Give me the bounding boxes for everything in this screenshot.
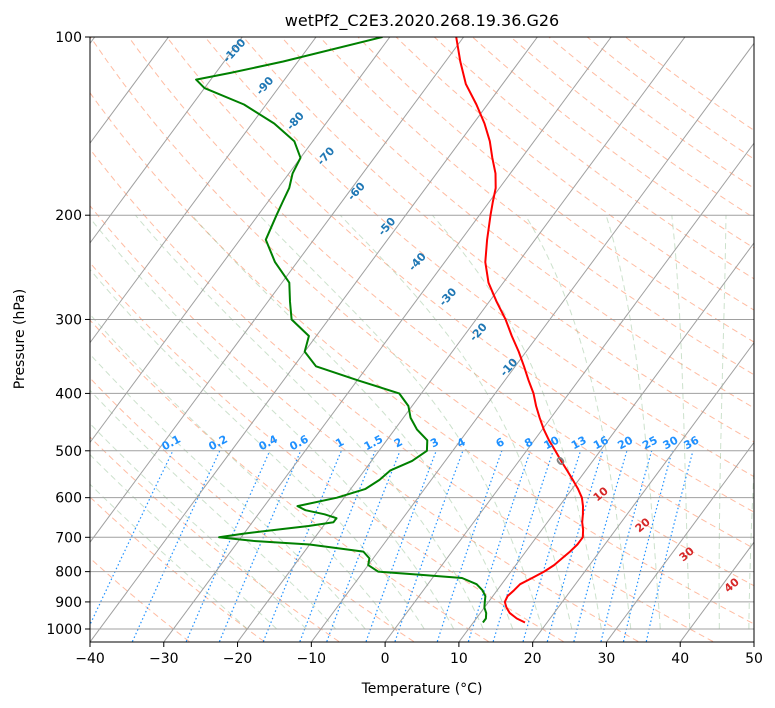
mixing-ratio-line — [546, 450, 604, 642]
isotherm-line — [532, 341, 754, 642]
mixing-ratio-label: 30 — [661, 433, 681, 452]
y-tick-label: 900 — [55, 595, 82, 611]
mixing-ratio-line — [326, 450, 401, 642]
plot-frame — [89, 36, 755, 643]
x-tick-label: −10 — [297, 651, 327, 667]
x-tick-label: 30 — [598, 651, 616, 667]
temperature-line — [455, 37, 585, 624]
mixing-ratio-line — [365, 450, 437, 642]
mixing-ratio-line — [573, 450, 628, 642]
mixing-ratio-label: 16 — [591, 433, 611, 452]
chart-title: wetPf2_C2E3.2020.268.19.36.G26 — [285, 11, 559, 31]
mixing-ratio-line — [436, 450, 503, 642]
dry-adiabat-line — [90, 262, 564, 642]
isotherm-line — [90, 37, 317, 344]
x-tick-label: 0 — [381, 651, 390, 667]
y-tick-label: 100 — [55, 30, 82, 46]
y-tick-label: 200 — [55, 208, 82, 224]
dewpoint-line — [195, 37, 488, 624]
isotherm-line — [90, 37, 243, 244]
isotherm-line — [237, 37, 686, 642]
y-tick-label: 700 — [55, 530, 82, 546]
x-tick-label: −20 — [223, 651, 253, 667]
y-tick-label: 300 — [55, 312, 82, 328]
mixing-ratio-label: 20 — [615, 433, 635, 452]
mixing-ratio-line — [262, 450, 342, 642]
x-axis-title: Temperature (°C) — [361, 681, 483, 697]
x-axis-ticks: −40 −30 −20 −10 0 10 20 30 40 50 — [75, 642, 763, 667]
isotherm-line — [90, 37, 465, 544]
dry-adiabat-line — [90, 148, 714, 642]
mixing-ratio-line — [622, 450, 673, 642]
series-layer — [195, 37, 585, 624]
y-axis-ticks: 100 200 300 400 500 600 700 800 900 1000 — [46, 30, 90, 638]
x-tick-label: −40 — [75, 651, 105, 667]
x-tick-label: 40 — [671, 651, 689, 667]
mixing-ratio-line — [299, 450, 376, 642]
mixing-ratio-line — [600, 450, 653, 642]
moist-adiabat-line — [90, 389, 337, 630]
y-tick-label: 600 — [55, 491, 82, 507]
mixing-ratio-label: 25 — [640, 434, 660, 453]
dry-adiabat-line — [166, 37, 754, 513]
dry-adiabat-line — [319, 37, 754, 376]
mixing-ratio-label: 36 — [682, 433, 702, 452]
isotherm-line — [311, 42, 754, 642]
mixing-ratio-line — [467, 450, 531, 642]
isotherm-line — [163, 37, 612, 642]
dry-adiabat-line — [90, 37, 754, 587]
moist-adiabat-line — [191, 214, 514, 630]
mixing-ratio-line — [218, 450, 302, 642]
mixing-ratio-line — [522, 450, 582, 642]
isotherm-line — [385, 142, 754, 642]
isotherm-line — [606, 441, 754, 642]
dry-adiabat-line — [357, 37, 754, 343]
mixing-ratio-label: 10 — [542, 433, 562, 452]
x-tick-label: −30 — [149, 651, 179, 667]
dry-adiabat-line — [281, 37, 754, 409]
x-tick-label: 20 — [524, 651, 542, 667]
dry-adiabat-line — [90, 92, 754, 625]
isotherm-line — [458, 242, 754, 642]
dry-adiabat-line — [90, 377, 414, 642]
moist-adiabat-line — [90, 313, 396, 630]
isotherm-line — [90, 37, 391, 444]
mixing-ratio-label: 13 — [569, 434, 589, 453]
y-tick-label: 1000 — [46, 622, 82, 638]
y-tick-label: 400 — [55, 386, 82, 402]
x-tick-label: 50 — [745, 651, 763, 667]
isotherm-line — [90, 37, 538, 642]
y-tick-label: 800 — [55, 565, 82, 581]
mixing-ratio-line — [492, 450, 554, 642]
dry-adiabat-line — [90, 204, 639, 642]
mixing-ratio-line — [185, 450, 271, 642]
x-tick-label: 10 — [450, 651, 468, 667]
y-tick-label: 500 — [55, 444, 82, 460]
y-axis-title: Pressure (hPa) — [12, 289, 28, 389]
isotherm-line — [90, 37, 169, 145]
grid-lines — [90, 37, 754, 642]
